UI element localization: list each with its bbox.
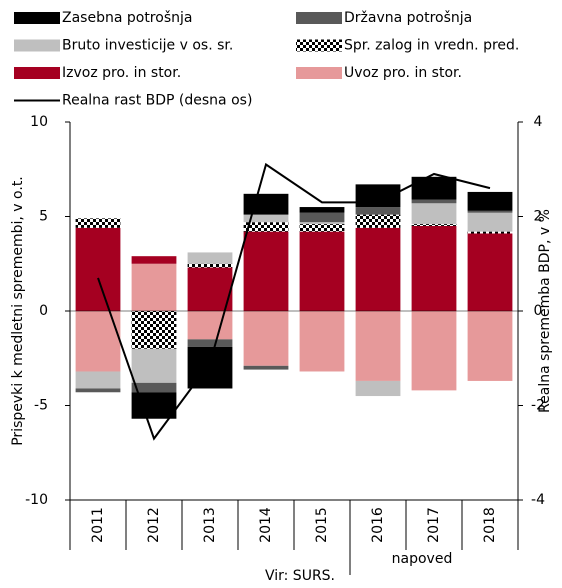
y2-tick-label: 0	[534, 303, 543, 319]
bar-segment	[187, 263, 233, 268]
y-tick-label: -5	[34, 398, 48, 414]
legend-swatch	[14, 12, 60, 24]
bar-segment	[243, 222, 289, 232]
y2-tick-label: -4	[531, 492, 545, 508]
bar-segment	[411, 225, 457, 311]
bar-segment	[467, 210, 513, 213]
bar-segment	[243, 231, 289, 311]
x-tick-label: 2012	[146, 507, 162, 543]
bar-segment	[411, 176, 457, 200]
bar-segment	[355, 214, 401, 228]
legend-swatch	[296, 67, 342, 79]
legend-swatch	[14, 67, 60, 79]
bar-segment	[299, 224, 345, 232]
legend-label: Izvoz pro. in stor.	[62, 65, 181, 81]
legend-label: Uvoz pro. in stor.	[344, 65, 462, 81]
x-tick-label: 2011	[90, 507, 106, 543]
legend-swatch	[14, 39, 60, 52]
bar-segment	[299, 222, 345, 225]
y-tick-label: 0	[39, 303, 48, 319]
x-tick-label: 2017	[426, 507, 442, 543]
legend-label: Državna potrošnja	[344, 10, 472, 26]
line-series	[97, 162, 491, 441]
x-tick-label: 2013	[202, 507, 218, 543]
x-tick-label: 2014	[258, 507, 274, 543]
y-tick-label: -10	[25, 492, 48, 508]
annotation: napoved	[392, 551, 453, 567]
bar-segment	[467, 212, 513, 232]
bar-segment	[131, 382, 177, 393]
y-tick-label: 10	[30, 114, 48, 130]
y2-tick-label: -2	[531, 398, 545, 414]
y-axis-title: Prispevki k medletni spremembi, v o.t.	[10, 176, 26, 446]
bar-segment	[243, 311, 289, 366]
y2-tick-label: 4	[534, 114, 543, 130]
bar-segment	[187, 252, 233, 264]
bar-segment	[299, 311, 345, 372]
legend-label: Realna rast BDP (desna os)	[62, 93, 252, 109]
bar-segment	[467, 233, 513, 311]
bar-segment	[187, 339, 233, 347]
bar-segment	[75, 218, 121, 228]
bar-segment	[467, 311, 513, 381]
bar-segment	[467, 191, 513, 211]
bar-segment	[299, 207, 345, 213]
bar-segment	[411, 199, 457, 204]
bar-segment	[131, 348, 177, 383]
bar-segment	[355, 380, 401, 397]
bar-segment	[355, 311, 401, 381]
bar-segment	[355, 227, 401, 311]
source-note: Vir: SURS.	[265, 568, 335, 584]
bar-segment	[131, 256, 177, 264]
bar-segment	[75, 388, 121, 393]
legend-swatch	[296, 39, 342, 52]
bar-segment	[411, 311, 457, 391]
legend-label: Bruto investicije v os. sr.	[62, 38, 233, 54]
bar-segment	[187, 267, 233, 311]
bar-segment	[467, 231, 513, 234]
legend-label: Zasebna potrošnja	[62, 10, 192, 26]
bar-segment	[355, 207, 401, 215]
bar-segment	[355, 184, 401, 208]
bar-segment	[299, 212, 345, 223]
bar-segment	[187, 346, 233, 389]
y2-tick-label: 2	[534, 209, 543, 225]
bar-segment	[243, 365, 289, 370]
x-tick-label: 2018	[482, 507, 498, 543]
x-tick-label: 2016	[370, 507, 386, 543]
y-tick-label: 5	[39, 209, 48, 225]
bar-segment	[411, 203, 457, 225]
x-tick-label: 2015	[314, 507, 330, 543]
bar-segment	[243, 193, 289, 215]
bar-segment	[411, 224, 457, 226]
bar-segment	[187, 311, 233, 340]
legend-label: Spr. zalog in vredn. pred.	[344, 38, 519, 54]
bar-segment	[75, 227, 121, 311]
bar-segment	[75, 371, 121, 389]
bar-segment	[131, 263, 177, 311]
bar-segment	[299, 231, 345, 311]
bar-segment	[131, 311, 177, 349]
y2-axis-title: Realna sprememba BDP, v %	[537, 209, 553, 413]
legend-swatch	[296, 12, 342, 24]
bar-segment	[243, 214, 289, 223]
